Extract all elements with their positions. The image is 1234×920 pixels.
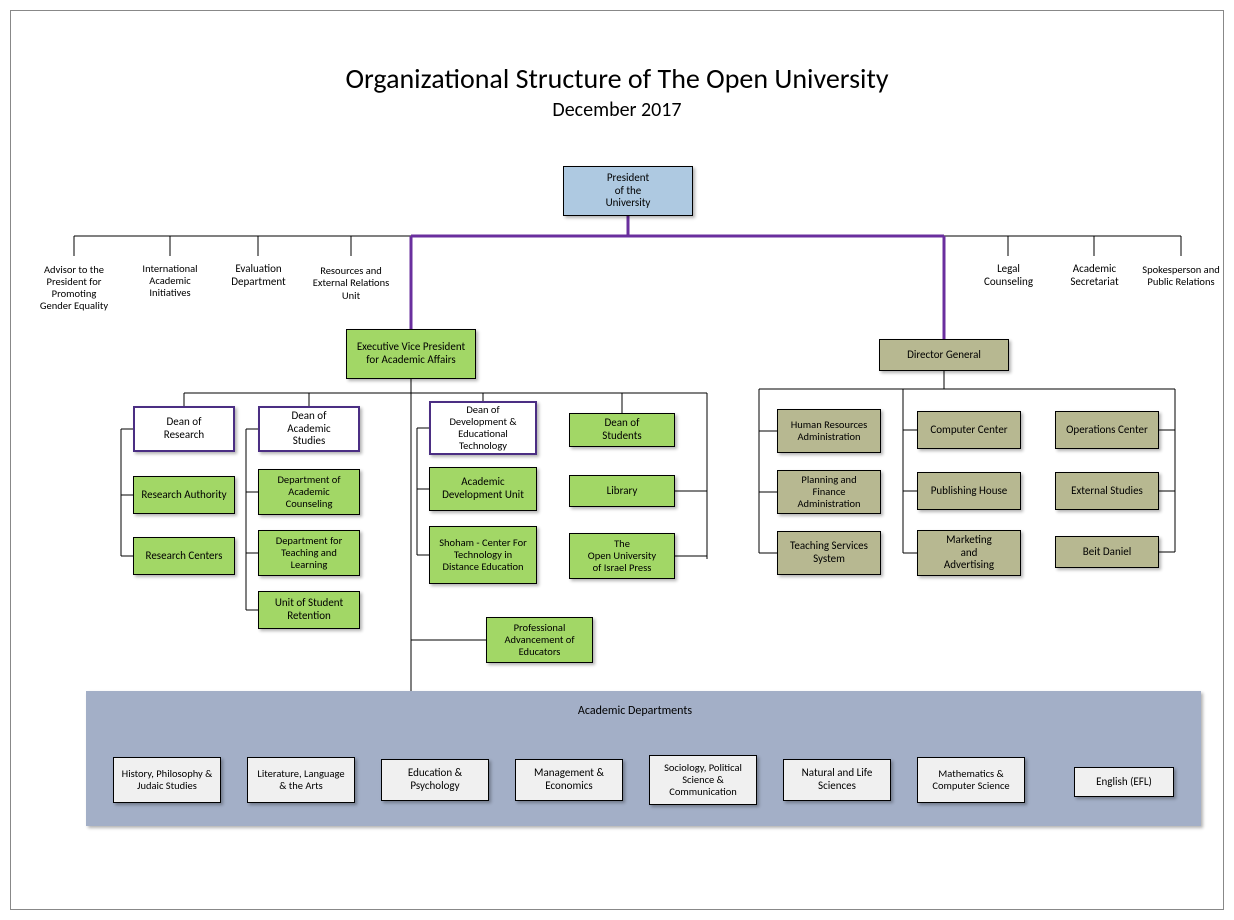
node-dean_students: Dean ofStudents xyxy=(569,413,675,447)
node-dept_teach: Department for Teaching and Learning xyxy=(258,530,360,576)
node-teach_svc: Teaching Services System xyxy=(777,531,881,575)
node-d_history: History, Philosophy & Judaic Studies xyxy=(113,757,221,803)
node-dean_research: Dean ofResearch xyxy=(133,406,235,452)
node-evp: Executive Vice President for Academic Af… xyxy=(346,329,476,379)
node-president: Presidentof theUniversity xyxy=(563,166,693,216)
node-d_soc: Sociology, Political Science & Communica… xyxy=(649,755,757,805)
node-prof_adv: Professional Advancement of Educators xyxy=(486,617,593,663)
node-shoham: Shoham - Center For Technology in Distan… xyxy=(429,526,537,584)
node-dept_counsel: Department of Academic Counseling xyxy=(258,469,360,515)
node-intl_academic: International Academic Initiatives xyxy=(129,256,211,306)
node-academic_sec: Academic Secretariat xyxy=(1057,256,1132,296)
node-beit_daniel: Beit Daniel xyxy=(1055,536,1159,568)
node-plan_fin: Planning and Finance Administration xyxy=(777,470,881,514)
node-legal: Legal Counseling xyxy=(971,256,1046,296)
node-marketing: MarketingandAdvertising xyxy=(917,530,1021,576)
node-evaluation: Evaluation Department xyxy=(221,256,296,296)
org-chart-canvas: Organizational Structure of The Open Uni… xyxy=(10,10,1224,910)
node-library: Library xyxy=(569,475,675,507)
node-research_ctr: Research Centers xyxy=(133,537,235,575)
node-d_mgmt: Management & Economics xyxy=(515,759,623,801)
node-d_math: Mathematics & Computer Science xyxy=(917,757,1025,803)
node-ops_ctr: Operations Center xyxy=(1055,411,1159,449)
node-d_edu: Education & Psychology xyxy=(381,759,489,801)
node-advisor_gender: Advisor to the President for Promoting G… xyxy=(29,256,119,320)
node-director_gen: Director General xyxy=(879,339,1009,371)
node-unit_retent: Unit of Student Retention xyxy=(258,591,360,629)
node-pub_house: Publishing House xyxy=(917,472,1021,510)
node-research_auth: Research Authority xyxy=(133,476,235,514)
node-dean_academic: Dean ofAcademicStudies xyxy=(258,406,360,452)
node-dean_devtech: Dean of Development & Educational Techno… xyxy=(429,401,537,455)
node-d_natsci: Natural and Life Sciences xyxy=(783,759,891,801)
node-dept_panel_label: Academic Departments xyxy=(555,704,715,720)
node-spokesperson: Spokesperson and Public Relations xyxy=(1136,256,1226,296)
chart-subtitle: December 2017 xyxy=(11,98,1223,122)
node-comp_ctr: Computer Center xyxy=(917,411,1021,449)
node-resources_ext: Resources and External Relations Unit xyxy=(306,256,396,311)
node-ext_stud: External Studies xyxy=(1055,472,1159,510)
node-press: TheOpen Universityof Israel Press xyxy=(569,533,675,579)
node-hr_admin: Human Resources Administration xyxy=(777,409,881,453)
node-d_lit: Literature, Language & the Arts xyxy=(247,757,355,803)
chart-title: Organizational Structure of The Open Uni… xyxy=(11,61,1223,96)
node-d_english: English (EFL) xyxy=(1074,767,1174,797)
node-acad_dev: Academic Development Unit xyxy=(429,467,537,511)
